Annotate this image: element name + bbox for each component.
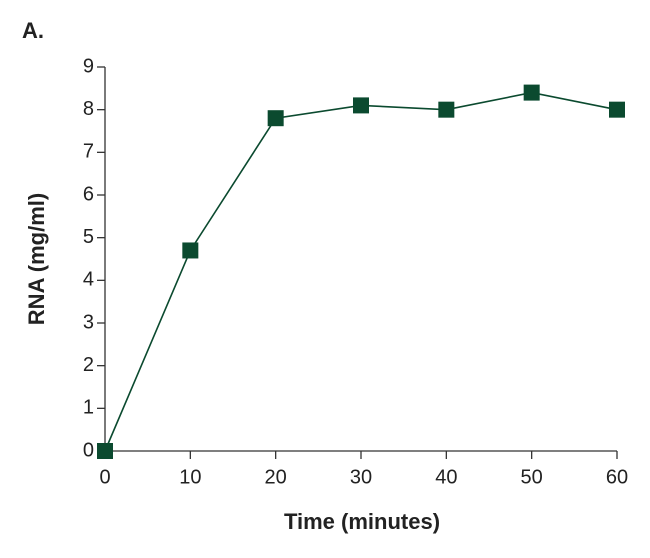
marker — [267, 110, 284, 127]
marker — [97, 443, 113, 459]
marker — [523, 84, 540, 101]
marker — [353, 97, 369, 114]
y-tick-label: 4 — [83, 269, 94, 291]
x-tick-label: 0 — [99, 466, 110, 488]
x-tick-label: 20 — [265, 466, 287, 488]
y-tick-label: 5 — [83, 226, 94, 248]
y-tick-label: 0 — [83, 439, 94, 461]
y-axis-title: RNA (mg/ml) — [24, 193, 49, 325]
panel-label: A. — [22, 18, 44, 43]
x-tick-label: 30 — [350, 466, 372, 488]
y-tick-label: 3 — [83, 311, 94, 333]
y-tick-label: 9 — [83, 55, 94, 77]
x-tick-label: 50 — [521, 466, 543, 488]
marker — [609, 101, 625, 118]
marker — [182, 242, 199, 259]
x-axis-title: Time (minutes) — [284, 509, 440, 534]
x-tick-label: 60 — [606, 466, 628, 488]
x-tick-label: 40 — [435, 466, 457, 488]
y-tick-label: 6 — [83, 183, 94, 205]
y-tick-label: 8 — [83, 98, 94, 120]
y-tick-label: 1 — [83, 397, 94, 419]
marker — [438, 101, 455, 118]
line — [104, 91, 618, 452]
y-tick-label: 7 — [83, 141, 94, 163]
y-tick-label: 2 — [83, 354, 94, 376]
x-tick-label: 10 — [179, 466, 201, 488]
